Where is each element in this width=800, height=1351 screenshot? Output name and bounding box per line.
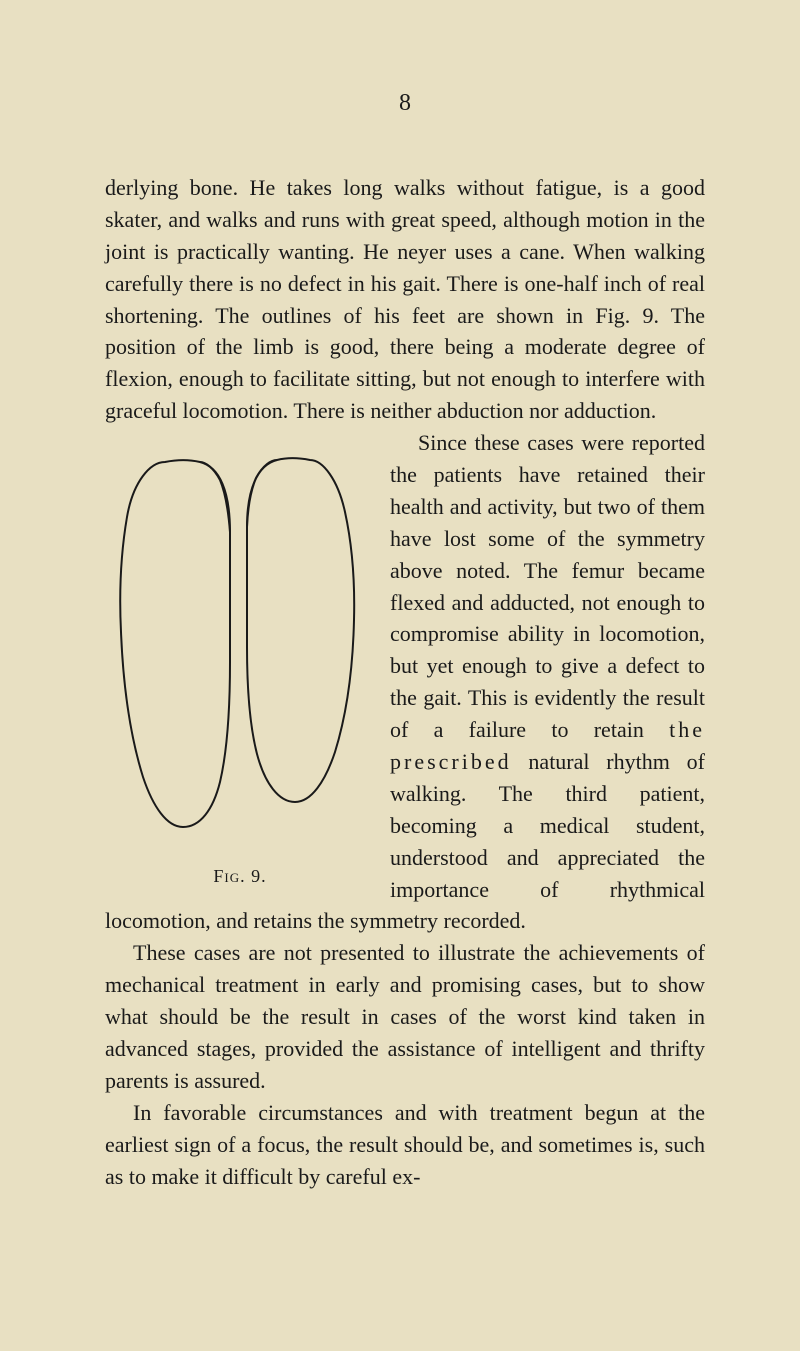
- para1-text: derlying bone. He takes long walks witho…: [105, 175, 705, 423]
- para2-text-before: Since these cases were reported the pati…: [390, 430, 705, 742]
- paragraph-3: These cases are not presented to illustr…: [105, 937, 705, 1096]
- content-region: derlying bone. He takes long walks witho…: [105, 172, 705, 1193]
- right-foot-path: [247, 458, 354, 802]
- figure-caption: Fig. 9.: [105, 863, 375, 889]
- left-toe-cleft: [200, 462, 230, 532]
- figure-9: Fig. 9.: [105, 432, 375, 902]
- feet-outline-svg: [105, 432, 375, 842]
- text-wrap-container: derlying bone. He takes long walks witho…: [105, 172, 705, 1193]
- left-foot-path: [120, 460, 230, 827]
- paragraph-1-intro: derlying bone. He takes long walks witho…: [105, 172, 705, 427]
- right-toe-cleft: [247, 460, 277, 527]
- paragraph-4: In favorable circumstances and with trea…: [105, 1097, 705, 1193]
- page-number: 8: [105, 90, 705, 117]
